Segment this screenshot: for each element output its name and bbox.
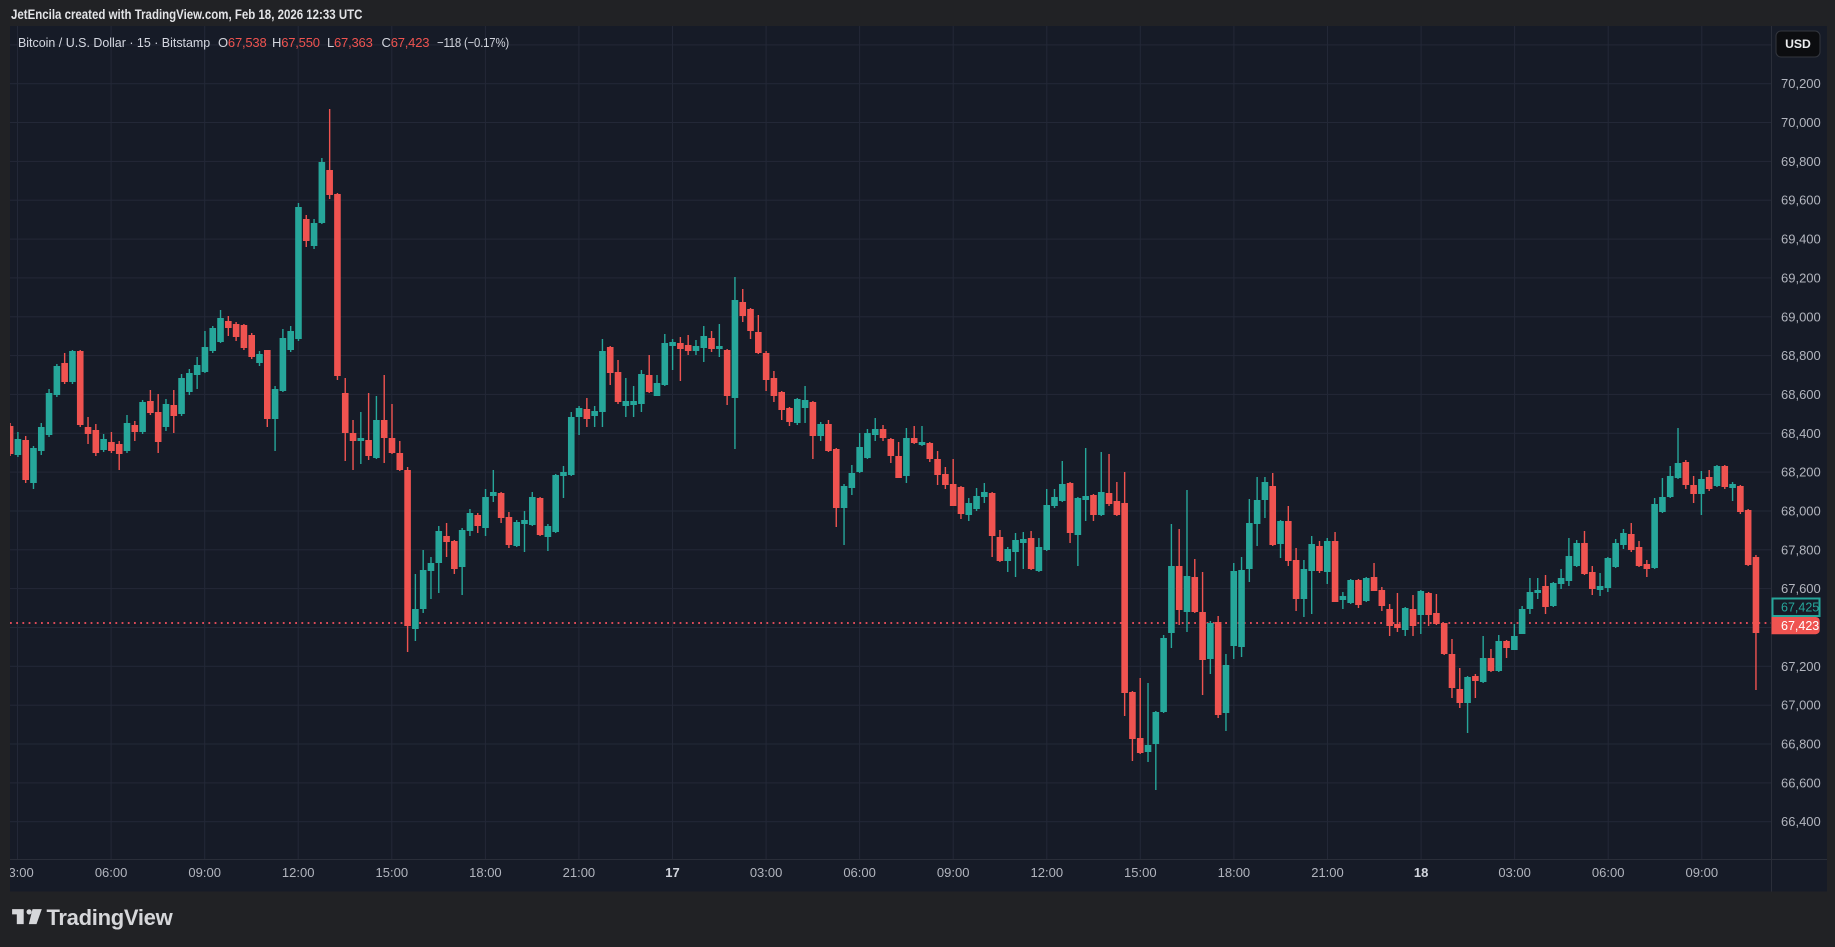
svg-text:09:00: 09:00 bbox=[1686, 865, 1719, 880]
svg-text:68,800: 68,800 bbox=[1781, 348, 1821, 363]
svg-text:12:00: 12:00 bbox=[1031, 865, 1064, 880]
svg-text:06:00: 06:00 bbox=[843, 865, 876, 880]
svg-text:69,600: 69,600 bbox=[1781, 193, 1821, 208]
svg-text:68,200: 68,200 bbox=[1781, 465, 1821, 480]
svg-text:67,423: 67,423 bbox=[1781, 619, 1819, 633]
svg-text:68,400: 68,400 bbox=[1781, 426, 1821, 441]
svg-text:17: 17 bbox=[665, 865, 679, 880]
svg-text:21:00: 21:00 bbox=[563, 865, 596, 880]
svg-text:67,600: 67,600 bbox=[1781, 581, 1821, 596]
svg-text:69,800: 69,800 bbox=[1781, 154, 1821, 169]
svg-text:12:00: 12:00 bbox=[282, 865, 315, 880]
svg-text:66,400: 66,400 bbox=[1781, 814, 1821, 829]
svg-text:18:00: 18:00 bbox=[1218, 865, 1251, 880]
svg-text:18:00: 18:00 bbox=[469, 865, 502, 880]
svg-text:09:00: 09:00 bbox=[188, 865, 221, 880]
svg-text:03:00: 03:00 bbox=[750, 865, 783, 880]
svg-text:06:00: 06:00 bbox=[95, 865, 128, 880]
svg-text:68,000: 68,000 bbox=[1781, 504, 1821, 519]
svg-text:67,200: 67,200 bbox=[1781, 659, 1821, 674]
svg-text:70,200: 70,200 bbox=[1781, 76, 1821, 91]
svg-text:06:00: 06:00 bbox=[1592, 865, 1625, 880]
svg-text:66,600: 66,600 bbox=[1781, 775, 1821, 790]
svg-text:69,000: 69,000 bbox=[1781, 309, 1821, 324]
svg-text:18: 18 bbox=[1414, 865, 1428, 880]
svg-text:70,000: 70,000 bbox=[1781, 115, 1821, 130]
svg-text:67,425: 67,425 bbox=[1781, 601, 1819, 615]
svg-text:15:00: 15:00 bbox=[376, 865, 409, 880]
svg-text:68,600: 68,600 bbox=[1781, 387, 1821, 402]
svg-text:TradingView: TradingView bbox=[47, 905, 174, 930]
svg-text:USD: USD bbox=[1785, 37, 1811, 51]
svg-text:09:00: 09:00 bbox=[937, 865, 970, 880]
svg-text:66,800: 66,800 bbox=[1781, 737, 1821, 752]
svg-text:03:00: 03:00 bbox=[1, 865, 34, 880]
svg-text:03:00: 03:00 bbox=[1498, 865, 1531, 880]
svg-text:67,800: 67,800 bbox=[1781, 542, 1821, 557]
svg-text:69,200: 69,200 bbox=[1781, 270, 1821, 285]
svg-text:69,400: 69,400 bbox=[1781, 232, 1821, 247]
svg-text:21:00: 21:00 bbox=[1311, 865, 1344, 880]
svg-text:67,000: 67,000 bbox=[1781, 698, 1821, 713]
svg-text:15:00: 15:00 bbox=[1124, 865, 1157, 880]
